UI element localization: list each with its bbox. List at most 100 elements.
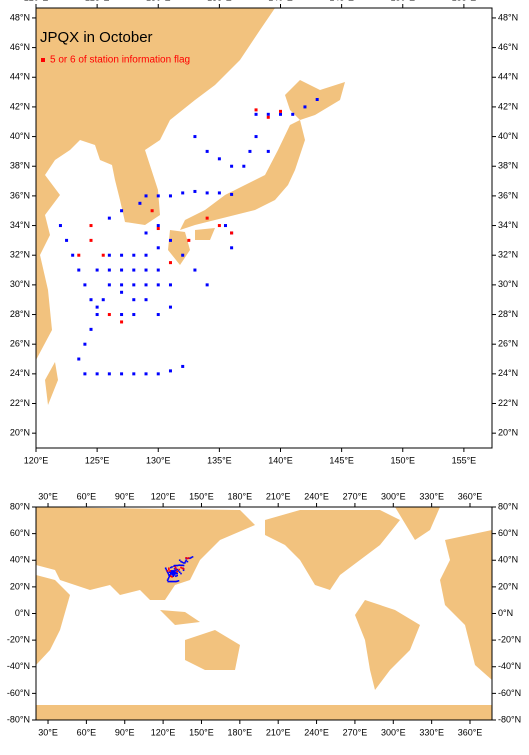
x-tick-label: 125°E [85,0,110,2]
station [230,164,234,168]
station [181,253,185,257]
station [181,564,184,567]
world-land [36,507,492,720]
y-tick-label: 42°N [10,101,30,111]
station [83,372,87,376]
station [95,372,99,376]
station [89,327,93,331]
y-tick-label: 40°N [10,555,30,565]
y-tick-label: 44°N [10,72,30,82]
station [168,194,172,198]
y-tick-label: 32°N [10,250,30,260]
station [205,283,209,287]
station [168,574,171,577]
y-tick-label: 28°N [10,309,30,319]
station [254,112,258,116]
x-tick-label: 330°E [419,491,444,501]
station [248,149,252,153]
regional-land [36,8,345,405]
map-title: JPQX in October [40,29,153,46]
station [120,253,124,257]
flagged-station [150,209,154,213]
station [172,575,175,578]
station [175,575,177,578]
flagged-station [168,261,172,265]
y-tick-label: 20°N [498,428,518,438]
station [177,564,180,567]
y-tick-label: 24°N [498,368,518,378]
station [156,372,160,376]
station [177,570,180,572]
x-tick-label: 150°E [390,455,415,465]
station [156,224,160,228]
station [176,568,178,571]
station [193,189,197,193]
y-tick-label: 22°N [498,398,518,408]
station [107,372,111,376]
y-tick-label: -20°N [7,635,30,645]
y-tick-label: 22°N [10,398,30,408]
x-tick-label: 360°E [458,727,483,737]
y-tick-label: 80°N [10,501,30,511]
y-tick-label: -60°N [498,688,521,698]
station [175,572,177,575]
station [156,194,160,198]
y-tick-label: 38°N [10,161,30,171]
station [181,191,185,195]
station [279,112,283,116]
x-tick-label: 150°E [189,491,214,501]
station [217,191,221,195]
station [175,571,177,574]
flagged-station [166,570,169,572]
station [185,559,187,562]
station [184,560,187,563]
station [291,112,295,116]
station [169,572,172,575]
x-tick-label: 240°E [304,727,329,737]
y-tick-label: 44°N [498,72,518,82]
x-tick-label: 180°E [228,491,253,501]
flagged-station [101,253,105,257]
station [217,157,221,161]
y-tick-label: 60°N [10,528,30,538]
x-tick-label: 130°E [146,0,171,2]
y-tick-label: 26°N [498,339,518,349]
station [156,268,160,272]
y-tick-label: -20°N [498,635,521,645]
station [266,149,270,153]
y-tick-label: 80°N [498,501,518,511]
station [189,557,191,560]
station [144,283,148,287]
y-tick-label: -80°N [498,714,521,724]
flagged-station [217,224,221,228]
flagged-station [266,115,270,119]
station [77,357,81,361]
station [168,283,172,287]
x-tick-label: 120°E [24,455,49,465]
station [156,283,160,287]
flagged-station [205,216,209,220]
station [175,569,177,572]
y-tick-label: 60°N [498,528,518,538]
flagged-station [181,567,184,570]
station [168,238,172,242]
y-tick-label: 32°N [498,250,518,260]
station [168,571,171,574]
station [176,564,178,567]
flagged-station [168,567,170,570]
flagged-station [185,557,187,559]
station [168,369,172,373]
station [180,572,182,575]
station [120,290,124,294]
x-tick-label: 300°E [381,491,406,501]
y-tick-label: 36°N [498,190,518,200]
x-tick-label: 155°E [452,0,477,2]
station [181,561,184,564]
station [230,192,234,196]
station [173,570,176,572]
station [176,580,178,583]
station [167,580,170,583]
flagged-station [254,108,258,112]
station [172,574,175,576]
